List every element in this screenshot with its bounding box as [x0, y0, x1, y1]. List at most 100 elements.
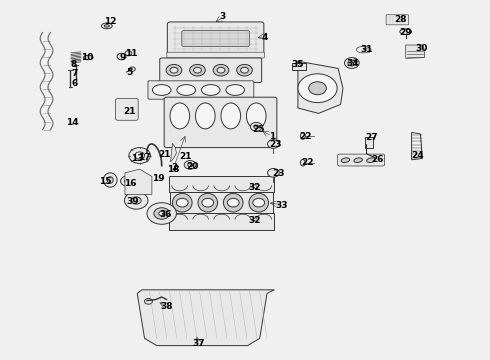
Circle shape [190, 64, 205, 76]
Ellipse shape [300, 133, 305, 139]
Ellipse shape [249, 193, 269, 212]
Circle shape [241, 67, 248, 73]
Text: 33: 33 [275, 201, 288, 210]
Circle shape [147, 203, 176, 224]
Circle shape [344, 58, 359, 68]
Circle shape [237, 64, 252, 76]
Bar [292, 63, 306, 70]
Bar [169, 176, 274, 192]
Text: 26: 26 [371, 155, 384, 163]
Ellipse shape [101, 23, 112, 29]
Text: 18: 18 [167, 165, 179, 174]
FancyBboxPatch shape [386, 15, 409, 25]
Text: 16: 16 [123, 179, 136, 188]
Text: 39: 39 [126, 197, 139, 206]
Ellipse shape [107, 177, 113, 183]
Circle shape [124, 179, 130, 183]
Polygon shape [171, 143, 176, 162]
Ellipse shape [198, 193, 218, 212]
Polygon shape [137, 290, 274, 346]
Text: 19: 19 [152, 175, 165, 184]
Circle shape [125, 51, 132, 56]
FancyBboxPatch shape [168, 22, 264, 55]
Text: 3: 3 [220, 12, 226, 21]
Text: 22: 22 [301, 158, 314, 167]
Polygon shape [298, 61, 343, 113]
Text: 12: 12 [104, 17, 117, 26]
Circle shape [217, 67, 225, 73]
Text: 5: 5 [127, 68, 133, 77]
Text: 37: 37 [192, 339, 205, 348]
Ellipse shape [170, 103, 190, 129]
Text: 34: 34 [346, 59, 359, 68]
Bar [365, 137, 373, 148]
Text: 9: 9 [119, 53, 126, 62]
Circle shape [202, 198, 214, 207]
Polygon shape [406, 45, 424, 58]
Text: 11: 11 [125, 49, 138, 58]
Ellipse shape [246, 103, 266, 129]
Circle shape [124, 192, 148, 209]
Text: 27: 27 [365, 133, 378, 142]
Ellipse shape [300, 159, 305, 166]
Circle shape [194, 67, 201, 73]
Circle shape [254, 125, 259, 129]
Text: 32: 32 [248, 216, 261, 225]
Text: 7: 7 [72, 69, 78, 78]
Ellipse shape [354, 158, 363, 162]
FancyBboxPatch shape [116, 99, 138, 120]
Text: 14: 14 [66, 118, 79, 127]
Ellipse shape [341, 158, 350, 162]
Circle shape [159, 211, 165, 216]
Text: 23: 23 [270, 140, 282, 149]
Ellipse shape [223, 193, 243, 212]
Ellipse shape [201, 85, 220, 95]
Circle shape [121, 176, 134, 186]
Text: 23: 23 [272, 169, 285, 178]
FancyBboxPatch shape [148, 81, 254, 99]
Ellipse shape [226, 85, 245, 95]
Text: 1: 1 [269, 132, 275, 141]
Text: 21: 21 [158, 150, 171, 159]
Text: 21: 21 [123, 107, 136, 116]
Text: 17: 17 [138, 153, 151, 162]
FancyBboxPatch shape [164, 97, 277, 148]
Text: 6: 6 [72, 79, 78, 88]
Ellipse shape [400, 29, 412, 35]
FancyBboxPatch shape [160, 58, 262, 82]
Circle shape [268, 168, 279, 177]
Circle shape [145, 298, 152, 304]
Circle shape [129, 67, 135, 71]
Circle shape [117, 53, 126, 60]
Circle shape [188, 163, 193, 167]
Text: 22: 22 [299, 132, 312, 141]
Text: 24: 24 [411, 151, 424, 160]
Text: 20: 20 [186, 162, 199, 171]
FancyBboxPatch shape [182, 31, 249, 46]
Circle shape [213, 64, 229, 76]
Text: 28: 28 [394, 15, 407, 24]
Text: 15: 15 [99, 177, 112, 186]
Ellipse shape [83, 55, 93, 60]
Text: 25: 25 [252, 125, 265, 134]
Ellipse shape [196, 103, 215, 129]
Polygon shape [125, 169, 152, 194]
Text: 30: 30 [415, 44, 428, 53]
Bar [169, 213, 274, 230]
Circle shape [131, 197, 141, 204]
Circle shape [170, 67, 178, 73]
Ellipse shape [221, 103, 241, 129]
Ellipse shape [104, 24, 109, 27]
Circle shape [166, 64, 182, 76]
Text: 32: 32 [248, 183, 261, 192]
Circle shape [176, 198, 188, 207]
Text: 36: 36 [159, 210, 172, 219]
Circle shape [227, 198, 239, 207]
Text: 35: 35 [292, 60, 304, 69]
Text: 10: 10 [81, 53, 94, 62]
Ellipse shape [172, 193, 192, 212]
Ellipse shape [103, 173, 117, 187]
Text: 4: 4 [261, 33, 268, 42]
Ellipse shape [152, 85, 171, 95]
Circle shape [135, 152, 145, 159]
